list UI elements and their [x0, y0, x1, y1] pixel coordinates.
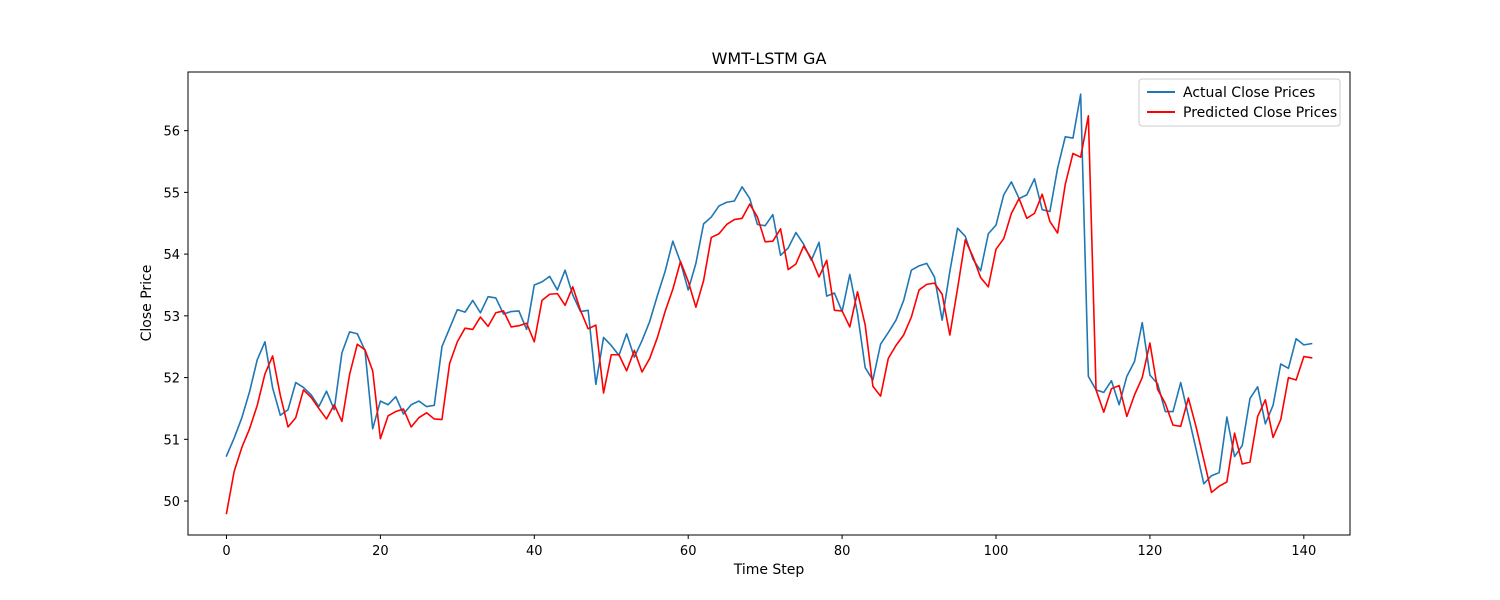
- y-tick-label: 52: [163, 372, 180, 387]
- x-tick-label: 120: [1138, 544, 1163, 559]
- y-tick-label: 56: [163, 125, 180, 140]
- x-axis-label: Time Step: [733, 562, 805, 578]
- x-tick-label: 20: [372, 544, 389, 559]
- y-tick-label: 55: [163, 186, 180, 201]
- x-tick-label: 100: [984, 544, 1009, 559]
- legend-label-actual: Actual Close Prices: [1183, 85, 1315, 101]
- axes: 0 20 40 60 80 100 120 140 50 51 52 53 54 55 56: [163, 71, 1351, 559]
- y-axis-label: Close Price: [139, 265, 155, 342]
- y-tick-label: 50: [163, 495, 180, 510]
- legend-box: [1138, 78, 1341, 127]
- legend-label-predicted: Predicted Close Prices: [1183, 105, 1337, 121]
- x-tick-label: 140: [1291, 544, 1316, 559]
- x-tick-label: 40: [526, 544, 543, 559]
- y-tick-label: 54: [163, 248, 180, 263]
- series-line-actual: [225, 93, 1313, 485]
- plot-area: [225, 93, 1313, 515]
- x-tick-label: 0: [222, 544, 230, 559]
- series-line-predicted: [225, 115, 1313, 515]
- legend: Actual Close Prices Predicted Close Price…: [1138, 78, 1341, 127]
- x-tick-label: 60: [680, 544, 697, 559]
- axes-frame: [187, 71, 1351, 536]
- y-tick-label: 53: [163, 310, 180, 325]
- y-tick-label: 51: [163, 433, 180, 448]
- x-tick-label: 80: [834, 544, 851, 559]
- chart-title: WMT-LSTM GA: [712, 49, 827, 68]
